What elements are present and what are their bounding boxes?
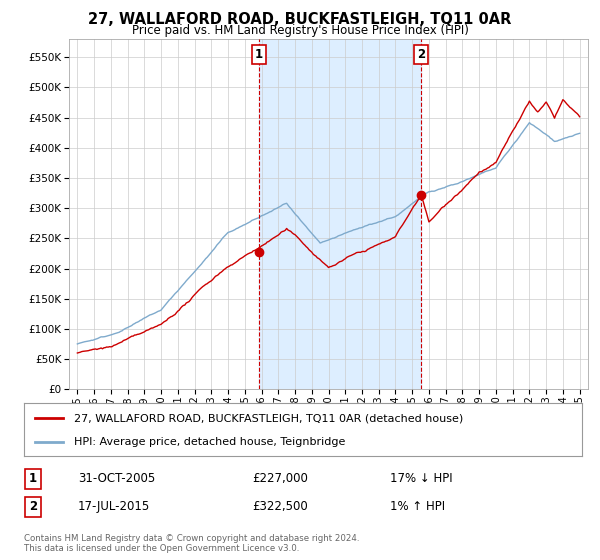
Text: 2: 2 bbox=[417, 49, 425, 62]
Text: 27, WALLAFORD ROAD, BUCKFASTLEIGH, TQ11 0AR: 27, WALLAFORD ROAD, BUCKFASTLEIGH, TQ11 … bbox=[88, 12, 512, 27]
Text: 2: 2 bbox=[29, 500, 37, 514]
Text: Price paid vs. HM Land Registry's House Price Index (HPI): Price paid vs. HM Land Registry's House … bbox=[131, 24, 469, 37]
Bar bbox=[259, 39, 421, 389]
Text: 17-JUL-2015: 17-JUL-2015 bbox=[78, 500, 150, 514]
Text: £227,000: £227,000 bbox=[252, 472, 308, 486]
Text: £322,500: £322,500 bbox=[252, 500, 308, 514]
Text: 1: 1 bbox=[29, 472, 37, 486]
Text: 31-OCT-2005: 31-OCT-2005 bbox=[78, 472, 155, 486]
Text: 1% ↑ HPI: 1% ↑ HPI bbox=[390, 500, 445, 514]
Text: HPI: Average price, detached house, Teignbridge: HPI: Average price, detached house, Teig… bbox=[74, 436, 346, 446]
Text: 27, WALLAFORD ROAD, BUCKFASTLEIGH, TQ11 0AR (detached house): 27, WALLAFORD ROAD, BUCKFASTLEIGH, TQ11 … bbox=[74, 413, 463, 423]
Text: Contains HM Land Registry data © Crown copyright and database right 2024.
This d: Contains HM Land Registry data © Crown c… bbox=[24, 534, 359, 553]
Text: 1: 1 bbox=[254, 49, 263, 62]
Text: 17% ↓ HPI: 17% ↓ HPI bbox=[390, 472, 452, 486]
